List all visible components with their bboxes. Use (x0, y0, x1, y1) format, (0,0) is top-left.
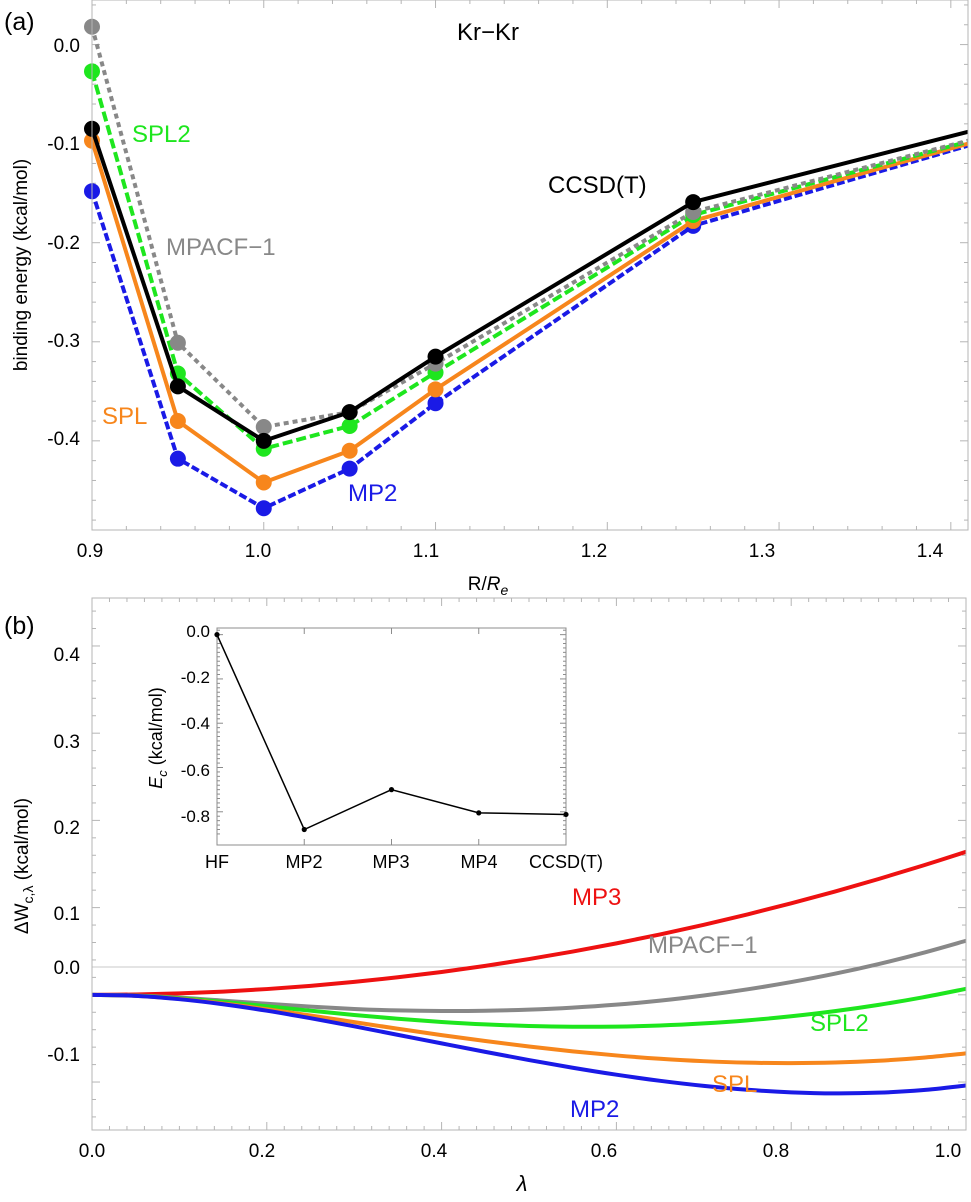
a-xtick-label: 1.1 (413, 541, 439, 562)
b-ytick-label: 0.0 (54, 958, 80, 979)
panel-b: (b) 0.0 0.2 0.4 0.6 0.8 1.0 0.4 0.3 0.2 … (4, 597, 967, 1196)
inset-xtick-label: MP4 (460, 852, 497, 872)
a-series-line-spl (90, 140, 969, 485)
inset-ytick-label: -0.2 (181, 668, 210, 687)
a-x-axis-title: R/Re (468, 574, 509, 598)
b-xtick-label: 1.0 (935, 1141, 961, 1162)
b-label-spl2: SPL2 (810, 1010, 869, 1037)
inset-ytick-label: -0.4 (181, 714, 210, 733)
inset-ytick-label: -0.8 (181, 807, 210, 826)
panel-b-series (91, 849, 967, 1096)
a-y-axis-title: binding energy (kcal/mol) (11, 159, 32, 371)
a-xtick-label: 1.4 (917, 541, 944, 562)
b-label-mp2: MP2 (570, 1096, 619, 1123)
panel-b-label: (b) (4, 612, 35, 640)
inset-xtick-label: MP3 (372, 852, 409, 872)
inset-point-hf (214, 632, 220, 638)
panel-a-ticks (91, 0, 968, 530)
a-point-mp2 (427, 395, 444, 412)
a-xtick-label: 1.3 (749, 541, 775, 562)
inset-point-mp2 (301, 826, 307, 833)
b-xtick-label: 0.0 (79, 1141, 105, 1162)
a-point-ccsd-t (427, 348, 444, 365)
a-point-spl (255, 474, 272, 491)
inset-point-mp4 (476, 810, 482, 816)
a-ytick-label: 0.0 (54, 36, 80, 57)
b-xtick-label: 0.2 (249, 1141, 275, 1162)
panel-a-label: (a) (4, 8, 35, 36)
a-point-mpacf-1 (169, 334, 186, 351)
b-ytick-label: 0.1 (54, 904, 80, 925)
inset-point-mp3 (388, 787, 395, 793)
inset-ytick-label: 0.0 (186, 622, 210, 641)
panel-a: (a) 0.9 1.0 1.1 1.2 1.3 1.4 0.0 -0.1 -0.… (4, 0, 969, 598)
a-label-ccsdt: CCSD(T) (548, 172, 647, 199)
inset-chart: 0.0 -0.2 -0.4 -0.6 -0.8 HF MP2 MP3 MP4 C… (146, 622, 603, 872)
a-xtick-label: 1.0 (245, 541, 271, 562)
panel-b-frame (91, 597, 967, 1131)
inset-frame (216, 627, 567, 846)
panel-a-frame (91, 0, 969, 531)
b-xtick-label: 0.4 (421, 1141, 448, 1162)
a-point-spl (169, 413, 186, 430)
b-label-spl: SPL (712, 1071, 757, 1098)
inset-xtick-label: HF (205, 852, 229, 872)
inset-xtick-label: CCSD(T) (529, 852, 603, 872)
a-xtick-label: 0.9 (77, 541, 103, 562)
a-label-mp2: MP2 (348, 480, 397, 507)
b-ytick-label: -0.1 (47, 1045, 80, 1066)
a-point-ccsd-t (169, 378, 186, 395)
inset-series (214, 632, 569, 833)
a-ytick-label: -0.1 (47, 134, 80, 155)
a-point-spl (427, 381, 444, 398)
a-label-mpacf1: MPACF−1 (166, 234, 276, 261)
a-point-ccsd-t (255, 432, 272, 449)
a-label-spl: SPL (102, 403, 147, 430)
a-series-line-mpacf-1 (90, 26, 969, 429)
inset-xtick-label: MP2 (285, 852, 322, 872)
a-ytick-label: -0.4 (47, 429, 80, 450)
a-xtick-label: 1.2 (581, 541, 607, 562)
a-point-mpacf-1 (255, 418, 272, 435)
a-point-spl2 (341, 417, 358, 434)
inset-y-axis-title: Ec (kcal/mol) (146, 687, 170, 789)
a-ytick-label: -0.2 (47, 233, 80, 254)
a-point-mp2 (341, 460, 358, 477)
a-ytick-label: -0.3 (47, 331, 80, 352)
b-ytick-label: 0.4 (54, 645, 81, 666)
panel-a-series (84, 18, 969, 517)
b-y-axis-title: ΔWc,λ (kcal/mol) (12, 798, 36, 934)
b-xtick-label: 0.8 (763, 1141, 789, 1162)
a-point-ccsd-t (685, 194, 702, 211)
b-label-mpacf1: MPACF−1 (648, 932, 758, 959)
b-label-mp3: MP3 (572, 884, 621, 911)
b-series-line-mp2 (91, 992, 967, 1096)
a-point-spl (341, 442, 358, 459)
inset-point-ccsd-t (563, 811, 569, 818)
b-series-line-mp3 (91, 849, 967, 997)
b-ytick-label: 0.3 (54, 732, 80, 753)
a-point-mp2 (255, 500, 272, 517)
b-x-axis-title: λ (516, 1171, 528, 1196)
inset-ytick-label: -0.6 (181, 761, 210, 780)
a-chart-title: Kr−Kr (457, 19, 519, 46)
a-label-spl2: SPL2 (132, 121, 191, 148)
b-xtick-label: 0.6 (591, 1141, 617, 1162)
b-ytick-label: 0.2 (54, 818, 80, 839)
a-point-ccsd-t (341, 404, 358, 421)
a-point-mp2 (169, 450, 186, 467)
